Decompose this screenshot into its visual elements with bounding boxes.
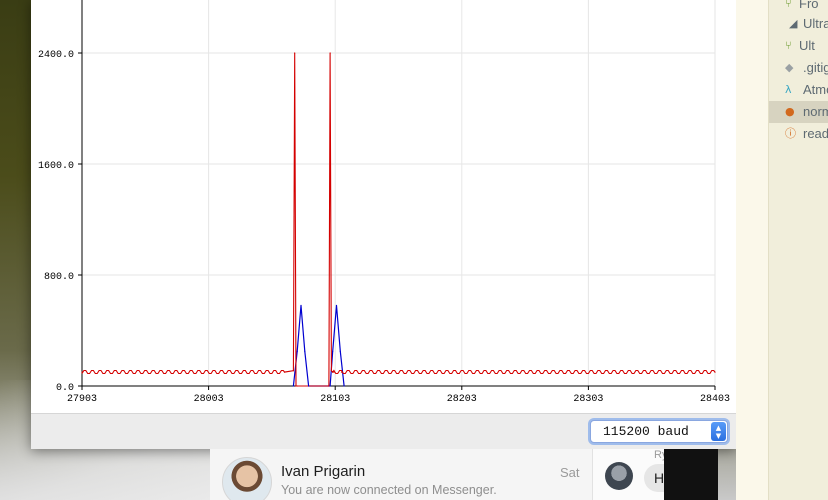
editor-panel xyxy=(736,0,768,500)
data-point-blue xyxy=(343,385,345,387)
file-tree-item[interactable]: ◆ .gitig xyxy=(769,57,828,79)
dark-window-edge xyxy=(664,449,718,500)
x-tick-label: 28403 xyxy=(700,394,730,405)
data-point-blue xyxy=(335,304,338,307)
git-diamond-icon: ◆ xyxy=(785,61,794,74)
file-tree-label: .gitig xyxy=(803,60,828,75)
data-point-blue xyxy=(300,304,302,307)
disclosure-triangle-icon: ◢ xyxy=(789,17,798,30)
plot-area: 27903 28003 28103 28203 28303 28403 0.0 800.0 16… xyxy=(31,0,736,413)
plotter-bottom-bar: 115200 baud ▲ ▼ xyxy=(31,413,736,449)
file-tree: ⑂ Fro◢ Ultra ⑂ Ult ◆ .gitig λ Atmo ● norm ⓘ read xyxy=(768,0,828,500)
data-point-blue xyxy=(329,385,331,387)
baud-rate-select[interactable]: 115200 baud ▲ ▼ xyxy=(590,420,728,443)
data-point-blue xyxy=(292,385,295,387)
data-point-blue xyxy=(339,350,341,352)
data-point-blue xyxy=(296,350,298,352)
file-tree-label: Atmo xyxy=(803,82,828,97)
data-point-red xyxy=(292,370,295,372)
file-tree-item[interactable]: ◢ Ultra xyxy=(769,13,828,35)
file-tree-item[interactable]: ⓘ read xyxy=(769,123,828,145)
file-tree-label: read xyxy=(803,126,828,141)
y-tick-label: 800.0 xyxy=(44,272,74,283)
y-tick-label: 0.0 xyxy=(56,383,74,394)
file-tree-item[interactable]: ⑂ Ult xyxy=(769,35,828,57)
data-point-red xyxy=(333,371,335,373)
git-branch-icon: ⑂ xyxy=(785,0,792,10)
file-tree-item[interactable]: λ Atmo xyxy=(769,79,828,101)
data-point-blue xyxy=(308,385,310,387)
data-point-red xyxy=(81,371,83,373)
series-line-red xyxy=(81,52,716,387)
file-tree-item[interactable]: ⑂ Fro xyxy=(769,0,828,15)
file-tree-label: Fro xyxy=(799,0,819,11)
serial-plotter-window: 27903 28003 28103 28203 28303 28403 0.0 800.0 16… xyxy=(31,0,736,449)
data-point-red xyxy=(332,371,334,373)
messenger-conversation-list: Ivan Prigarin You are now connected on M… xyxy=(210,449,592,500)
messenger-chat-panel: Ry Ha xyxy=(592,449,674,500)
data-point-blue xyxy=(332,350,334,352)
python-icon: ● xyxy=(785,105,795,118)
data-point-red xyxy=(296,385,298,387)
x-tick-label: 28203 xyxy=(447,394,477,405)
y-tick-label: 1600.0 xyxy=(38,161,74,172)
lambda-icon: λ xyxy=(785,83,792,96)
contact-avatar[interactable] xyxy=(222,457,272,500)
x-tick-label: 27903 xyxy=(67,394,97,405)
chat-avatar xyxy=(605,462,633,490)
data-point-blue xyxy=(304,350,306,352)
x-tick-label: 28003 xyxy=(194,394,224,405)
file-tree-label: Ult xyxy=(799,38,815,53)
contact-name[interactable]: Ivan Prigarin xyxy=(281,463,366,480)
file-tree-label: Ultra xyxy=(803,16,828,31)
data-point-red xyxy=(340,371,343,373)
data-point-red xyxy=(283,371,286,373)
baud-rate-value: 115200 baud xyxy=(603,424,689,439)
contact-last-message: You are now connected on Messenger. xyxy=(281,483,497,497)
file-tree-item[interactable]: ● norm xyxy=(769,101,828,123)
data-point-red xyxy=(294,52,296,54)
contact-timestamp: Sat xyxy=(560,465,580,480)
serial-plot-chart: 27903 28003 28103 28203 28303 28403 0.0 800.0 16… xyxy=(38,0,730,405)
x-tick-label: 28103 xyxy=(320,394,350,405)
data-point-red xyxy=(330,370,333,372)
data-point-red xyxy=(714,371,716,373)
select-stepper-icon[interactable]: ▲ ▼ xyxy=(711,422,726,441)
data-point-red xyxy=(295,385,297,387)
x-tick-label: 28303 xyxy=(573,394,603,405)
data-point-red xyxy=(328,385,330,387)
info-icon: ⓘ xyxy=(785,127,796,140)
data-point-red xyxy=(329,52,331,54)
file-tree-label: norm xyxy=(803,104,828,119)
git-branch-icon: ⑂ xyxy=(785,39,792,52)
y-tick-label: 2400.0 xyxy=(38,50,74,61)
